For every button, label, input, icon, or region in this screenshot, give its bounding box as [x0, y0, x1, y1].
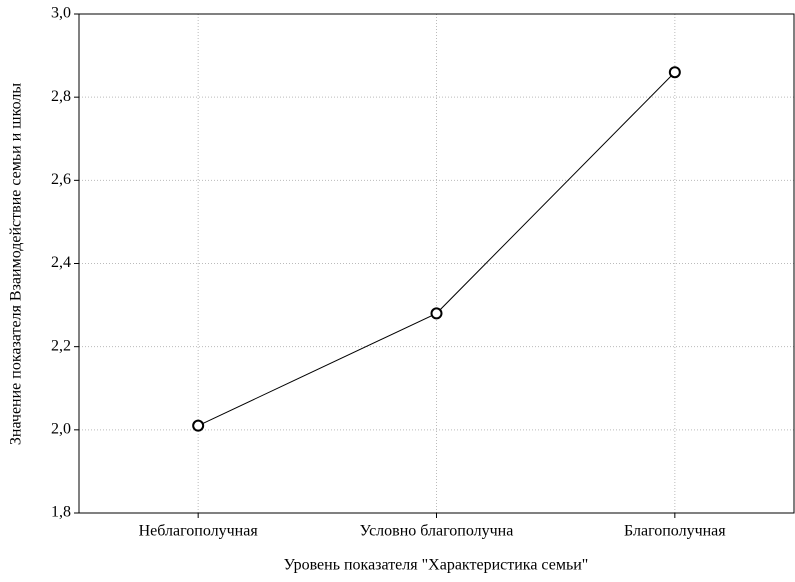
data-point — [192, 419, 205, 432]
plot-frame — [78, 13, 795, 514]
y-tick-label: 2,4 — [51, 254, 71, 271]
y-tick-label: 2,0 — [51, 421, 71, 438]
y-tick-label: 3,0 — [51, 5, 71, 22]
x-tick-label: Неблагополучная — [139, 523, 259, 540]
y-tick-label: 1,8 — [51, 504, 71, 521]
x-tick-label: Благополучная — [624, 523, 726, 540]
data-point — [430, 307, 443, 320]
y-tick-label: 2,8 — [51, 88, 71, 105]
y-axis-label: Значение показателя Взаимодействие семьи… — [8, 83, 25, 445]
y-tick-label: 2,6 — [51, 171, 71, 188]
y-tick-label: 2,2 — [51, 337, 71, 354]
x-tick-label: Условно благополучна — [360, 523, 514, 540]
data-point — [668, 66, 681, 79]
x-axis-label: Уровень показателя "Характеристика семьи… — [284, 557, 589, 574]
